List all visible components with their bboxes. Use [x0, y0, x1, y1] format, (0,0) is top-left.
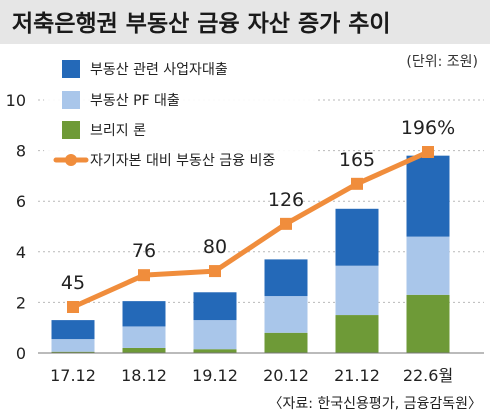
ratio-marker — [209, 265, 221, 278]
ratio-value-label: 80 — [203, 236, 227, 258]
bar-segment — [51, 320, 95, 340]
bar-segment — [51, 339, 95, 352]
y-axis-ticks: 0 2 4 6 8 10 — [6, 91, 26, 363]
bar-segment — [122, 326, 166, 348]
bar-segment — [122, 347, 166, 353]
y-tick-label: 6 — [16, 192, 26, 211]
ratio-value-label: 76 — [132, 240, 156, 262]
unit-label: (단위: 조원) — [406, 54, 478, 70]
ratio-value-label: 165 — [339, 149, 375, 171]
bar-segment — [406, 155, 450, 237]
x-axis-ticks: 17.12 18.12 19.12 20.12 21.12 22.6월 — [50, 366, 453, 385]
ratio-line-path — [71, 149, 430, 310]
legend-label-bridge-loan: 브리지 론 — [90, 123, 146, 139]
bar-segment — [193, 292, 237, 321]
bar-segment — [335, 208, 379, 266]
bar-segment — [193, 320, 237, 350]
y-tick-label: 10 — [6, 91, 26, 110]
y-tick-label: 2 — [16, 293, 26, 312]
x-tick-label: 19.12 — [192, 366, 238, 385]
legend-swatch-business-loan — [62, 60, 80, 78]
legend-label-business-loan: 부동산 관련 사업자대출 — [90, 62, 228, 78]
y-tick-label: 4 — [16, 243, 26, 262]
legend-label-ratio: 자기자본 대비 부동산 금융 비중 — [90, 153, 275, 169]
ratio-marker — [138, 269, 150, 282]
ratio-value-label: 196% — [401, 117, 455, 139]
bar-segment — [264, 296, 308, 333]
y-tick-label: 0 — [16, 344, 26, 363]
legend: 부동산 관련 사업자대출 부동산 PF 대출 브리지 론 자기자본 대비 부동산… — [44, 48, 316, 178]
x-tick-label: 22.6월 — [403, 366, 453, 385]
chart-title: 저축은행권 부동산 금융 자산 증가 추이 — [12, 11, 391, 37]
ratio-line: 45 76 80 126 165 196% — [61, 117, 455, 313]
x-tick-label: 18.12 — [121, 366, 167, 385]
legend-swatch-pf-loan — [62, 91, 80, 109]
bar-segment — [335, 265, 379, 316]
bars — [51, 155, 450, 353]
bar-segment — [264, 259, 308, 297]
bar-segment — [406, 236, 450, 295]
bar-segment — [122, 301, 166, 327]
ratio-marker — [422, 146, 434, 158]
bar-segment — [51, 351, 95, 353]
x-tick-label: 21.12 — [334, 366, 380, 385]
ratio-marker — [351, 177, 363, 190]
ratio-value-label: 45 — [61, 272, 85, 294]
legend-box — [44, 48, 316, 178]
ratio-marker — [280, 217, 292, 230]
x-tick-label: 20.12 — [263, 366, 309, 385]
y-tick-label: 8 — [16, 142, 26, 161]
ratio-marker — [67, 301, 79, 313]
bar-segment — [335, 315, 379, 353]
legend-swatch-bridge-loan — [62, 121, 80, 139]
source-note: 〈자료: 한국신용평가, 금융감독원〉 — [268, 396, 482, 412]
title-bar — [0, 0, 490, 44]
bar-segment — [193, 349, 237, 353]
bar-segment — [264, 332, 308, 353]
x-tick-label: 17.12 — [50, 366, 96, 385]
legend-marker-ratio — [65, 154, 77, 166]
ratio-value-label: 126 — [268, 189, 304, 211]
bar-segment — [406, 294, 450, 353]
legend-label-pf-loan: 부동산 PF 대출 — [90, 93, 180, 109]
